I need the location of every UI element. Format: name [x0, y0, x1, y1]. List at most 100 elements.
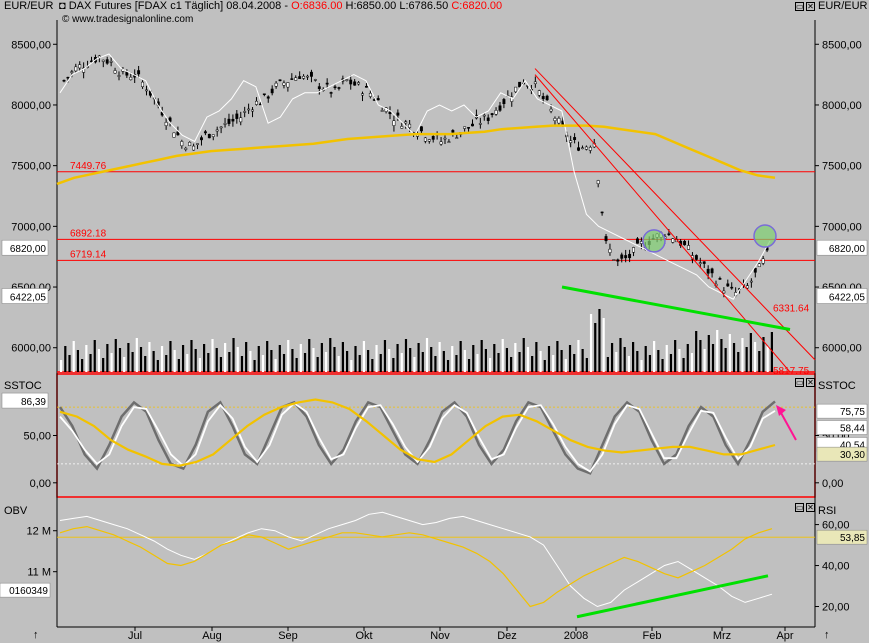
candle-body [274, 82, 278, 87]
close-panel-button[interactable]: ✕ [806, 2, 815, 11]
price-tick-label-left: 7500,00 [11, 161, 51, 173]
volume-bar [526, 347, 530, 372]
overlay-value-right: 6422,05 [829, 292, 866, 303]
volume-bar [749, 333, 752, 372]
candle-body [604, 236, 608, 242]
volume-bar [236, 347, 239, 372]
source-credit: © www.tradesignalonline.com [62, 14, 194, 25]
volume-bar [762, 337, 765, 372]
time-tick-label: Okt [355, 630, 372, 642]
candle-body [761, 258, 765, 264]
candle-style-icon[interactable]: ◘ [59, 0, 66, 12]
candle-body [239, 117, 243, 123]
candle-body [482, 114, 486, 117]
candle-body [223, 123, 227, 125]
candle-body [447, 141, 451, 143]
volume-bar [434, 356, 437, 372]
open-value: O:6836.00 [291, 0, 343, 12]
volume-bar [160, 346, 164, 372]
time-tick-label: Aug [202, 630, 222, 642]
candle-body [443, 137, 447, 140]
candle-body [113, 70, 117, 74]
volume-bar [93, 340, 96, 372]
sstoc-right-value: 58,44 [840, 424, 865, 435]
candle-body [749, 280, 753, 283]
volume-bar [690, 353, 694, 372]
candle-body [203, 131, 207, 134]
candle-body [302, 75, 306, 79]
price-tick-label-right: 8000,00 [822, 100, 862, 112]
volume-bar [249, 351, 252, 372]
volume-bar [598, 309, 601, 372]
volume-bar [312, 348, 315, 372]
obv-support-line [576, 574, 769, 619]
candle-body [698, 262, 702, 264]
volume-bar [240, 356, 244, 372]
stoch-d-line [59, 402, 776, 473]
sstoc-minimize-button[interactable]: ▭ [795, 378, 804, 387]
candle-body [290, 78, 294, 80]
candle-body [596, 180, 600, 184]
volume-bar [699, 340, 702, 372]
volume-bar [232, 338, 235, 372]
candle-body [478, 123, 482, 125]
volume-bar [396, 344, 399, 372]
volume-bar [770, 332, 773, 372]
sstoc-right-value: 40,54 [840, 440, 865, 451]
obv-line [59, 525, 773, 608]
right-unit-label: EUR/EUR [818, 0, 868, 12]
candle-body [683, 240, 687, 246]
time-axis-arrow-icon[interactable]: ↑ [33, 629, 39, 641]
sstoc-right-value-box [816, 420, 868, 435]
candle-body [251, 109, 254, 112]
volume-bar [261, 355, 265, 372]
volume-bar [409, 348, 412, 372]
sstoc-close-button[interactable]: ✕ [806, 378, 815, 387]
rsi-line [59, 511, 773, 608]
volume-bar [60, 360, 63, 372]
candle-body [286, 82, 290, 88]
volume-bar [472, 345, 475, 372]
obv-minimize-button[interactable]: ▭ [795, 503, 804, 512]
candle-body [490, 113, 494, 116]
candle-body [518, 81, 522, 88]
volume-bar [716, 330, 719, 372]
price-tick-label-left: 8000,00 [11, 100, 51, 112]
volume-bar [198, 358, 201, 372]
volume-bar [291, 349, 294, 372]
candle-body [313, 79, 317, 81]
volume-bar [173, 350, 176, 372]
volume-bar [354, 346, 357, 372]
price-axis-arrow-icon[interactable]: ↑ [824, 629, 830, 641]
obv-close-button[interactable]: ✕ [806, 503, 815, 512]
volume-bar [97, 349, 101, 372]
candle-body [620, 254, 624, 259]
candle-body [137, 70, 141, 75]
candle-body [451, 130, 455, 133]
volume-bar [358, 355, 361, 372]
candle-body [545, 95, 549, 101]
volume-bar [320, 343, 323, 372]
volume-bar [703, 349, 706, 372]
candle-body [211, 134, 215, 137]
volume-bar [568, 345, 572, 372]
candle-body [188, 142, 192, 147]
candle-body [710, 268, 714, 274]
candle-body [423, 137, 427, 142]
volume-bar [648, 355, 652, 372]
minimize-panel-button[interactable]: ▭ [795, 2, 804, 11]
volume-bar [539, 351, 542, 372]
candle-body [549, 108, 553, 112]
candle-body [667, 233, 671, 235]
volume-bar [653, 341, 656, 372]
price-panel [57, 20, 815, 372]
candle-body [553, 118, 557, 122]
volume-bar [640, 360, 643, 372]
last-close-right: 6820,00 [829, 244, 866, 255]
volume-bar [388, 349, 391, 372]
rsi-tick-label: 60,00 [822, 520, 850, 532]
candle-body [266, 96, 270, 99]
overlay-value-left-box [1, 288, 49, 304]
close-value: C:6820.00 [451, 0, 503, 12]
